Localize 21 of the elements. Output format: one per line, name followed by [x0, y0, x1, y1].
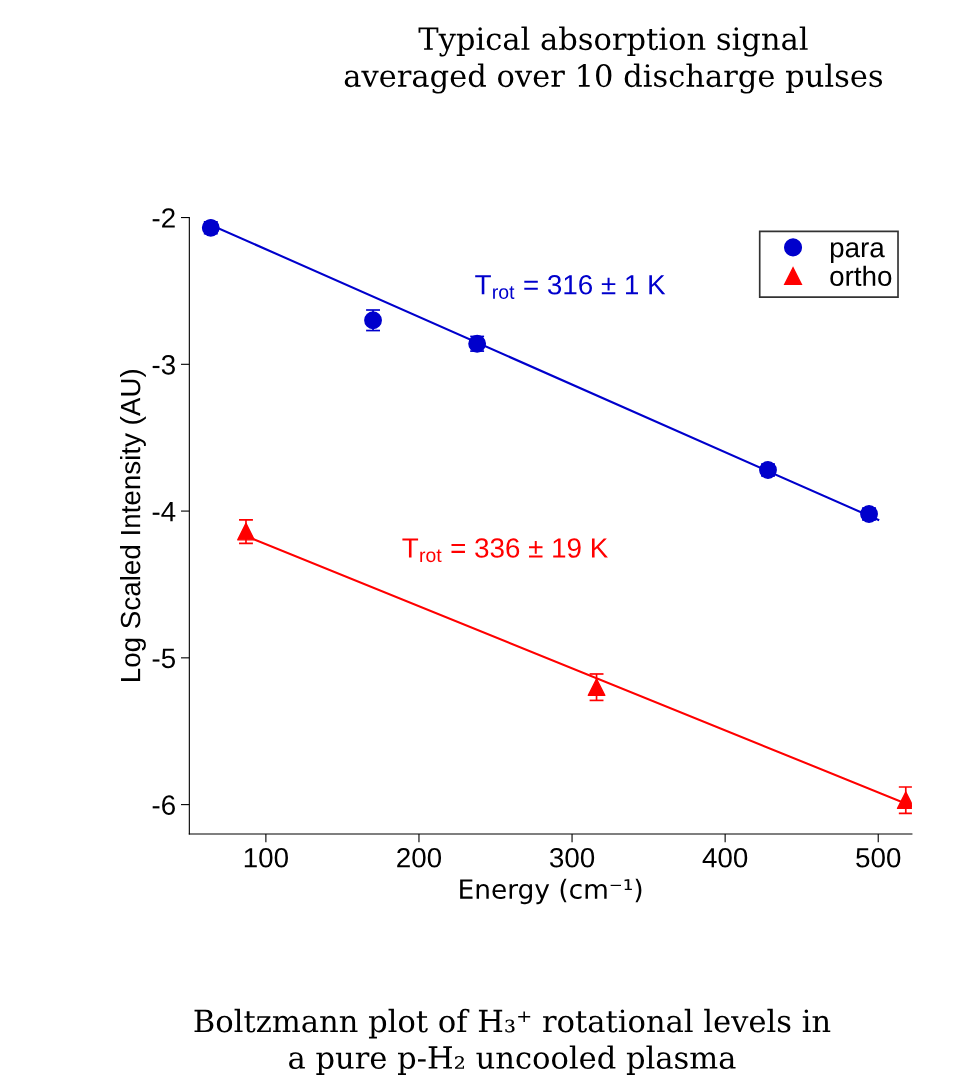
point — [587, 678, 606, 697]
text: Boltzmann plot of H₃⁺ rotational levels in a pure p-H₂ uncooled plasma — [194, 1008, 831, 1075]
x-tick-label: 200 — [397, 847, 442, 868]
text: Typical absorption signal averaged over 10 discharge pulses — [344, 26, 883, 94]
y-tick-label: -4 — [152, 502, 176, 522]
annotation: T$_{rot}$ = 316 ± 1 K — [475, 274, 666, 299]
legend-label: para — [830, 242, 885, 263]
x-axis-title: Energy (cm⁻¹) — [460, 878, 642, 905]
y-tick-label: -5 — [152, 648, 175, 669]
x-tick-label: 500 — [856, 847, 901, 868]
x-tick-label: 300 — [549, 847, 595, 868]
point — [896, 791, 912, 810]
x-tick-label: 100 — [244, 847, 288, 868]
y-axis-title: Log Scaled Intensity (AU) — [120, 369, 146, 681]
y-tick-label: -6 — [152, 795, 175, 815]
x-tick-label: 400 — [702, 847, 748, 868]
y-tick-label: -2 — [152, 208, 175, 228]
y-tick-label: -3 — [152, 354, 175, 375]
annotation: T$_{rot}$ = 336 ± 19 K — [402, 538, 608, 563]
legend-label: ortho — [830, 265, 892, 287]
point — [237, 522, 255, 541]
